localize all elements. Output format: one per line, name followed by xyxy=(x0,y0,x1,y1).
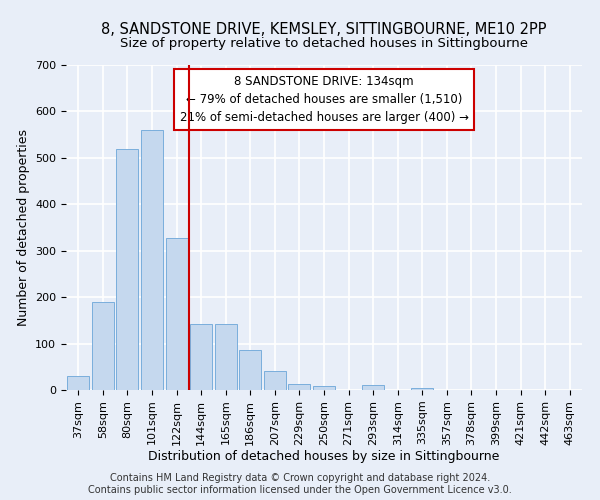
Text: Size of property relative to detached houses in Sittingbourne: Size of property relative to detached ho… xyxy=(120,38,528,51)
Bar xyxy=(166,238,188,390)
Y-axis label: Number of detached properties: Number of detached properties xyxy=(17,129,29,326)
Bar xyxy=(362,386,384,390)
Bar xyxy=(289,384,310,390)
Text: 8 SANDSTONE DRIVE: 134sqm
← 79% of detached houses are smaller (1,510)
21% of se: 8 SANDSTONE DRIVE: 134sqm ← 79% of detac… xyxy=(179,74,469,124)
Bar xyxy=(190,324,212,390)
Bar xyxy=(141,130,163,390)
Bar xyxy=(239,350,262,390)
Text: 8, SANDSTONE DRIVE, KEMSLEY, SITTINGBOURNE, ME10 2PP: 8, SANDSTONE DRIVE, KEMSLEY, SITTINGBOUR… xyxy=(101,22,547,38)
Text: Contains HM Land Registry data © Crown copyright and database right 2024.
Contai: Contains HM Land Registry data © Crown c… xyxy=(88,474,512,495)
Bar xyxy=(116,148,139,390)
Bar xyxy=(215,324,237,390)
Bar xyxy=(411,388,433,390)
Bar xyxy=(264,372,286,390)
Bar xyxy=(67,376,89,390)
X-axis label: Distribution of detached houses by size in Sittingbourne: Distribution of detached houses by size … xyxy=(148,450,500,464)
Bar xyxy=(313,386,335,390)
Bar xyxy=(92,302,114,390)
